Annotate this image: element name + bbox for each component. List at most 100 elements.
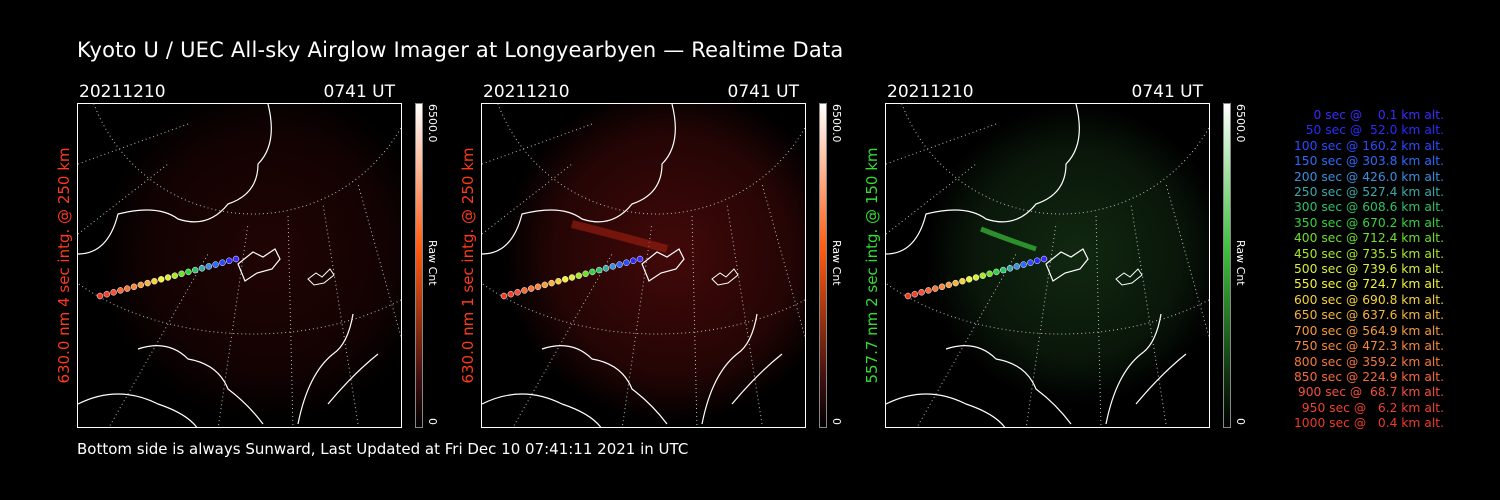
footer-note: Bottom side is always Sunward, Last Upda… — [77, 440, 689, 458]
trajectory-point — [629, 257, 637, 265]
legend-entry: 100 sec @ 160.2 km alt. — [1293, 138, 1444, 153]
trajectory-point — [965, 276, 973, 283]
colorbar-min-label: 0 — [426, 418, 439, 425]
allsky-map — [78, 104, 401, 427]
panel-time: 0741 UT — [1131, 82, 1204, 102]
trajectory-point — [144, 279, 151, 287]
colorbar-min-label: 0 — [830, 418, 843, 425]
colorbar-unit-label: Raw Cnt — [1234, 240, 1247, 286]
panel-date: 20211210 — [483, 82, 570, 102]
allsky-image — [885, 103, 1210, 428]
panel-ylabel: 630.0 nm 4 sec intg. @ 250 km — [55, 147, 73, 384]
trajectory-point — [103, 290, 111, 298]
trajectory-point — [904, 292, 912, 300]
trajectory-point — [225, 257, 233, 265]
trajectory-point — [117, 287, 124, 294]
trajectory-point — [602, 265, 610, 272]
legend-entry: 300 sec @ 608.6 km alt. — [1293, 200, 1444, 215]
trajectory-point — [959, 277, 966, 285]
trajectory-point — [1006, 265, 1014, 272]
trajectory-point — [212, 261, 219, 268]
trajectory-point — [96, 292, 104, 300]
trajectory-point — [164, 274, 172, 281]
legend-entry: 850 sec @ 224.9 km alt. — [1293, 369, 1444, 384]
panel-time: 0741 UT — [727, 82, 800, 102]
legend-entry: 400 sec @ 712.4 km alt. — [1293, 231, 1444, 246]
legend-entry: 0 sec @ 0.1 km alt. — [1313, 108, 1444, 122]
trajectory-point — [507, 290, 515, 298]
allsky-map — [482, 104, 805, 427]
trajectory-point — [1013, 263, 1021, 270]
trajectory-point — [911, 290, 919, 298]
allsky-image — [77, 103, 402, 428]
trajectory-point — [185, 268, 192, 276]
panel-ylabel: 557.7 nm 2 sec intg. @ 150 km — [863, 147, 881, 384]
trajectory-point — [151, 277, 158, 285]
trajectory-point — [952, 279, 959, 287]
trajectory-point — [123, 285, 131, 292]
trajectory-point — [198, 265, 206, 272]
trajectory-point — [931, 285, 939, 292]
trajectory-point — [986, 270, 993, 278]
trajectory-point — [945, 281, 953, 289]
trajectory-point — [938, 283, 946, 291]
trajectory-point — [219, 259, 226, 266]
legend-entry: 700 sec @ 564.9 km alt. — [1293, 323, 1444, 338]
trajectory-point — [561, 276, 569, 283]
trajectory-point — [171, 272, 179, 279]
trajectory-point — [918, 289, 925, 296]
colorbar-max-label: 6500.0 — [830, 104, 843, 143]
legend-entry: 1000 sec @ 0.4 km alt. — [1293, 416, 1444, 431]
colorbar-min-label: 0 — [1234, 418, 1247, 425]
trajectory-point — [925, 287, 932, 294]
legend-entry: 600 sec @ 690.8 km alt. — [1293, 292, 1444, 307]
trajectory-point — [232, 255, 240, 263]
colorbar — [415, 103, 423, 428]
trajectory-point — [555, 277, 562, 285]
trajectory-point — [548, 279, 555, 287]
imager-panel-1: 20211210 0741 UT 6500.0 Raw Cnt 0 — [77, 82, 439, 432]
colorbar — [819, 103, 827, 428]
colorbar-unit-label: Raw Cnt — [426, 240, 439, 286]
legend-entry: 800 sec @ 359.2 km alt. — [1293, 354, 1444, 369]
legend-entry: 550 sec @ 724.7 km alt. — [1293, 277, 1444, 292]
trajectory-point — [568, 274, 576, 281]
legend-entry: 350 sec @ 670.2 km alt. — [1293, 215, 1444, 230]
legend-entry: 650 sec @ 637.6 km alt. — [1293, 308, 1444, 323]
trajectory-point — [130, 283, 138, 291]
trajectory-point — [527, 285, 535, 292]
trajectory-point — [1033, 257, 1041, 265]
trajectory-point — [589, 268, 596, 276]
legend-entry: 50 sec @ 52.0 km alt. — [1305, 123, 1444, 138]
panel-date: 20211210 — [79, 82, 166, 102]
trajectory-point — [575, 272, 583, 279]
trajectory-legend: 0 sec @ 0.1 km alt. 50 sec @ 52.0 km alt.… — [1262, 108, 1444, 432]
legend-entry: 450 sec @ 735.5 km alt. — [1293, 246, 1444, 261]
trajectory-point — [205, 263, 213, 270]
trajectory-point — [1040, 255, 1048, 263]
trajectory-point — [157, 276, 165, 283]
trajectory-point — [500, 292, 508, 300]
allsky-image — [481, 103, 806, 428]
panel-date: 20211210 — [887, 82, 974, 102]
colorbar-max-label: 6500.0 — [426, 104, 439, 143]
trajectory-point — [616, 261, 623, 268]
trajectory-point — [636, 255, 644, 263]
trajectory-point — [979, 272, 987, 279]
colorbar-max-label: 6500.0 — [1234, 104, 1247, 143]
trajectory-point — [191, 266, 199, 274]
legend-entry: 500 sec @ 739.6 km alt. — [1293, 262, 1444, 277]
trajectory-point — [623, 259, 630, 266]
legend-entry: 200 sec @ 426.0 km alt. — [1293, 169, 1444, 184]
page-title: Kyoto U / UEC All-sky Airglow Imager at … — [77, 38, 844, 62]
trajectory-point — [137, 281, 145, 289]
trajectory-point — [534, 283, 542, 291]
imager-panel-3: 20211210 0741 UT 6500.0 Raw Cnt 0 — [885, 82, 1247, 432]
imager-panel-2: 20211210 0741 UT 6500.0 Raw Cnt 0 — [481, 82, 843, 432]
trajectory-point — [609, 263, 617, 270]
trajectory-point — [110, 289, 117, 296]
colorbar-unit-label: Raw Cnt — [830, 240, 843, 286]
legend-entry: 900 sec @ 68.7 km alt. — [1297, 385, 1444, 400]
trajectory-point — [1027, 259, 1034, 266]
panel-ylabel: 630.0 nm 1 sec intg. @ 250 km — [459, 147, 477, 384]
